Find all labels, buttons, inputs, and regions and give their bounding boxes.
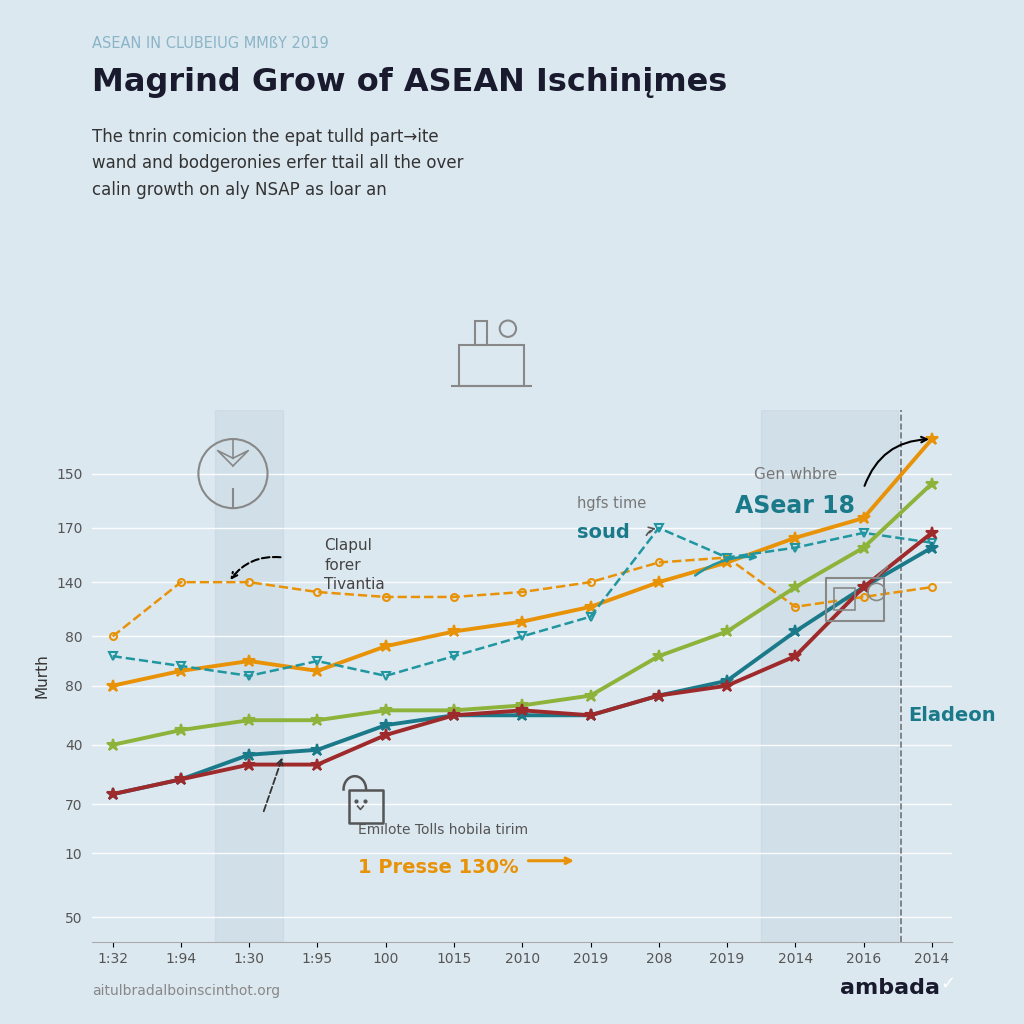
Text: The tnrin comicion the epat tulld part→ite
wand and bodgeronies erfer ttail all : The tnrin comicion the epat tulld part→i… bbox=[92, 128, 464, 199]
Bar bbox=[826, 578, 884, 621]
Text: 1 Presse 130%: 1 Presse 130% bbox=[358, 858, 519, 877]
Bar bbox=[215, 410, 284, 942]
Bar bbox=[761, 410, 898, 942]
Bar bbox=[459, 345, 524, 386]
Text: Magrind Grow of ASEAN Ischinįmes: Magrind Grow of ASEAN Ischinįmes bbox=[92, 67, 727, 97]
Y-axis label: Murth: Murth bbox=[34, 653, 49, 698]
Text: Gen whbre: Gen whbre bbox=[754, 467, 837, 481]
Text: aitulbradalboinscinthot.org: aitulbradalboinscinthot.org bbox=[92, 984, 281, 998]
Text: Emilote Tolls hobila tirim: Emilote Tolls hobila tirim bbox=[358, 822, 528, 837]
Text: ASear 18: ASear 18 bbox=[735, 495, 855, 518]
Text: ambada: ambada bbox=[840, 978, 940, 998]
Text: ASEAN IN CLUBEIUG MMßY 2019: ASEAN IN CLUBEIUG MMßY 2019 bbox=[92, 36, 329, 51]
Bar bbox=[834, 588, 855, 609]
Text: soud: soud bbox=[577, 523, 630, 542]
Text: ✓: ✓ bbox=[941, 975, 955, 993]
Text: Clapul
forer
Tivantia: Clapul forer Tivantia bbox=[325, 538, 385, 593]
Bar bbox=[475, 321, 487, 345]
Bar bbox=[349, 790, 383, 823]
Text: Eladeon: Eladeon bbox=[908, 706, 995, 725]
Text: hgfs time: hgfs time bbox=[577, 497, 646, 511]
